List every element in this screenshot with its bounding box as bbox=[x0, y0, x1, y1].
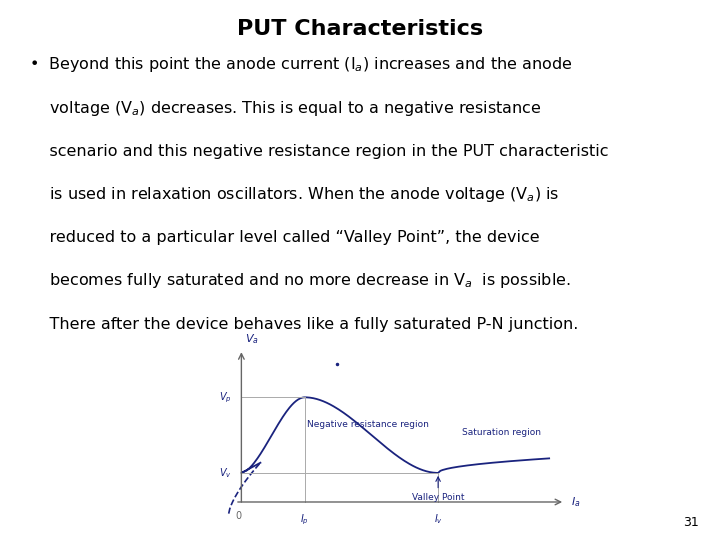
Text: $I_a$: $I_a$ bbox=[572, 495, 581, 509]
Text: $V_a$: $V_a$ bbox=[245, 333, 258, 347]
Text: •  Beyond this point the anode current (I$_a$) increases and the anode: • Beyond this point the anode current (I… bbox=[29, 55, 572, 75]
Text: voltage (V$_a$) decreases. This is equal to a negative resistance: voltage (V$_a$) decreases. This is equal… bbox=[29, 98, 541, 118]
Text: $I_v$: $I_v$ bbox=[433, 512, 443, 526]
Text: becomes fully saturated and no more decrease in V$_a$  is possible.: becomes fully saturated and no more decr… bbox=[29, 271, 570, 291]
Text: scenario and this negative resistance region in the PUT characteristic: scenario and this negative resistance re… bbox=[29, 144, 608, 159]
Text: Negative resistance region: Negative resistance region bbox=[307, 421, 429, 429]
Text: PUT Characteristics: PUT Characteristics bbox=[237, 19, 483, 39]
Text: 0: 0 bbox=[235, 511, 241, 521]
Text: $V_p$: $V_p$ bbox=[219, 390, 232, 404]
Text: is used in relaxation oscillators. When the anode voltage (V$_a$) is: is used in relaxation oscillators. When … bbox=[29, 185, 559, 204]
Text: $V_v$: $V_v$ bbox=[219, 466, 232, 480]
Text: $I_p$: $I_p$ bbox=[300, 512, 310, 526]
Text: There after the device behaves like a fully saturated P-N junction.: There after the device behaves like a fu… bbox=[29, 316, 578, 332]
Text: 31: 31 bbox=[683, 516, 698, 529]
Text: Valley Point: Valley Point bbox=[412, 477, 464, 502]
Text: Saturation region: Saturation region bbox=[462, 428, 541, 437]
Text: reduced to a particular level called “Valley Point”, the device: reduced to a particular level called “Va… bbox=[29, 230, 539, 245]
